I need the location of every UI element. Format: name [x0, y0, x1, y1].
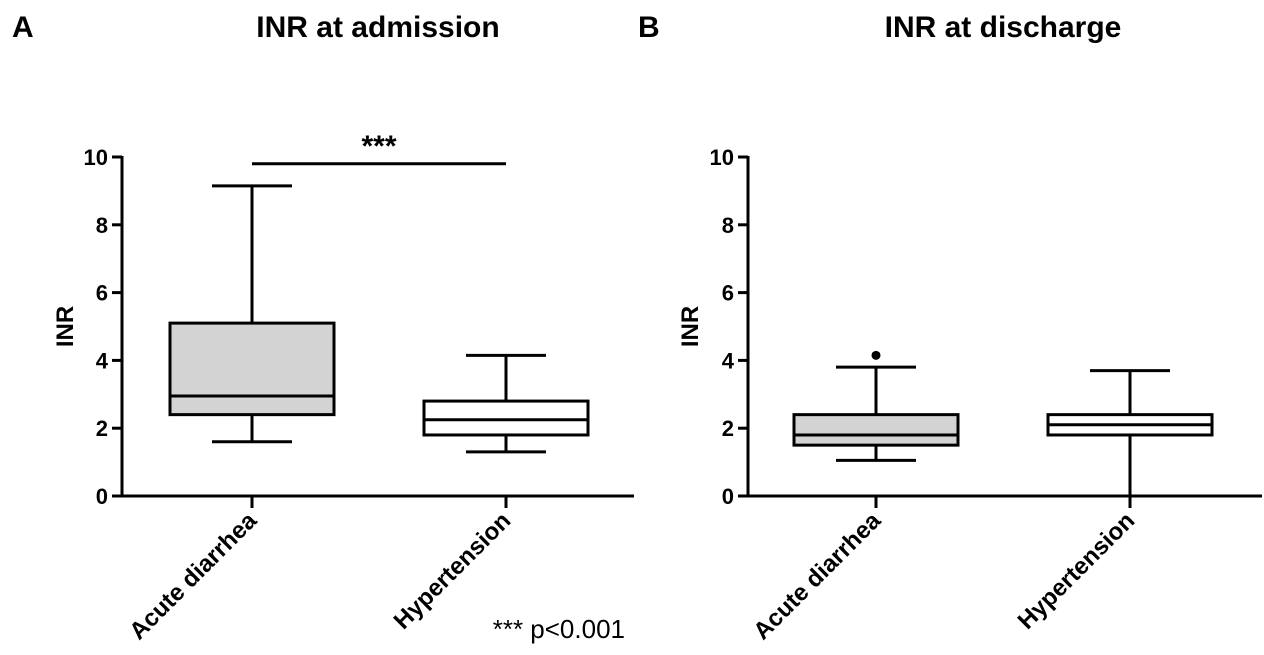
panel-b-y-tick-label: 8 [722, 213, 734, 238]
panel-a: A INR at admission 0 2 4 6 8 10 INR Acute diarr… [12, 11, 634, 645]
panel-a-y-tick-label: 10 [84, 145, 108, 170]
panel-b: B INR at discharge 0 2 4 6 8 10 INR Acute diarr… [638, 11, 1262, 645]
panel-a-hypertension-box [422, 399, 590, 437]
panel-b-title: INR at discharge [885, 11, 1122, 44]
panel-a-y-tick-label: 2 [96, 416, 108, 441]
panel-b-acute-diarrhea-box [792, 413, 960, 447]
panel-b-category-label: Hypertension [1013, 507, 1141, 635]
panel-b-y-tick-label: 4 [722, 348, 735, 373]
panel-b-y-axis-label: INR [677, 306, 704, 347]
panel-a-y-tick-label: 6 [96, 281, 108, 306]
panel-b-y-tick-label: 6 [722, 281, 734, 306]
panel-b-y-tick-label: 2 [722, 416, 734, 441]
panel-a-y-tick-label: 8 [96, 213, 108, 238]
panel-b-y-tick-label: 0 [722, 484, 734, 509]
panel-b-letter: B [638, 11, 660, 44]
panel-a-category-label: Acute diarrhea [124, 507, 262, 645]
panel-b-acute-diarrhea-outlier [871, 350, 881, 360]
panel-a-letter: A [12, 11, 34, 44]
panel-a-y-tick-label: 0 [96, 484, 108, 509]
significance-footnote: *** p<0.001 [493, 614, 625, 644]
panel-a-acute-diarrhea-box [168, 321, 336, 417]
panel-b-category-label: Acute diarrhea [748, 507, 886, 645]
panel-a-y-tick-label: 4 [96, 348, 109, 373]
panel-a-y-axis-label: INR [52, 306, 79, 347]
panel-a-significance-stars: *** [361, 130, 396, 163]
panel-b-y-tick-label: 10 [710, 145, 734, 170]
panel-a-title: INR at admission [256, 11, 499, 44]
